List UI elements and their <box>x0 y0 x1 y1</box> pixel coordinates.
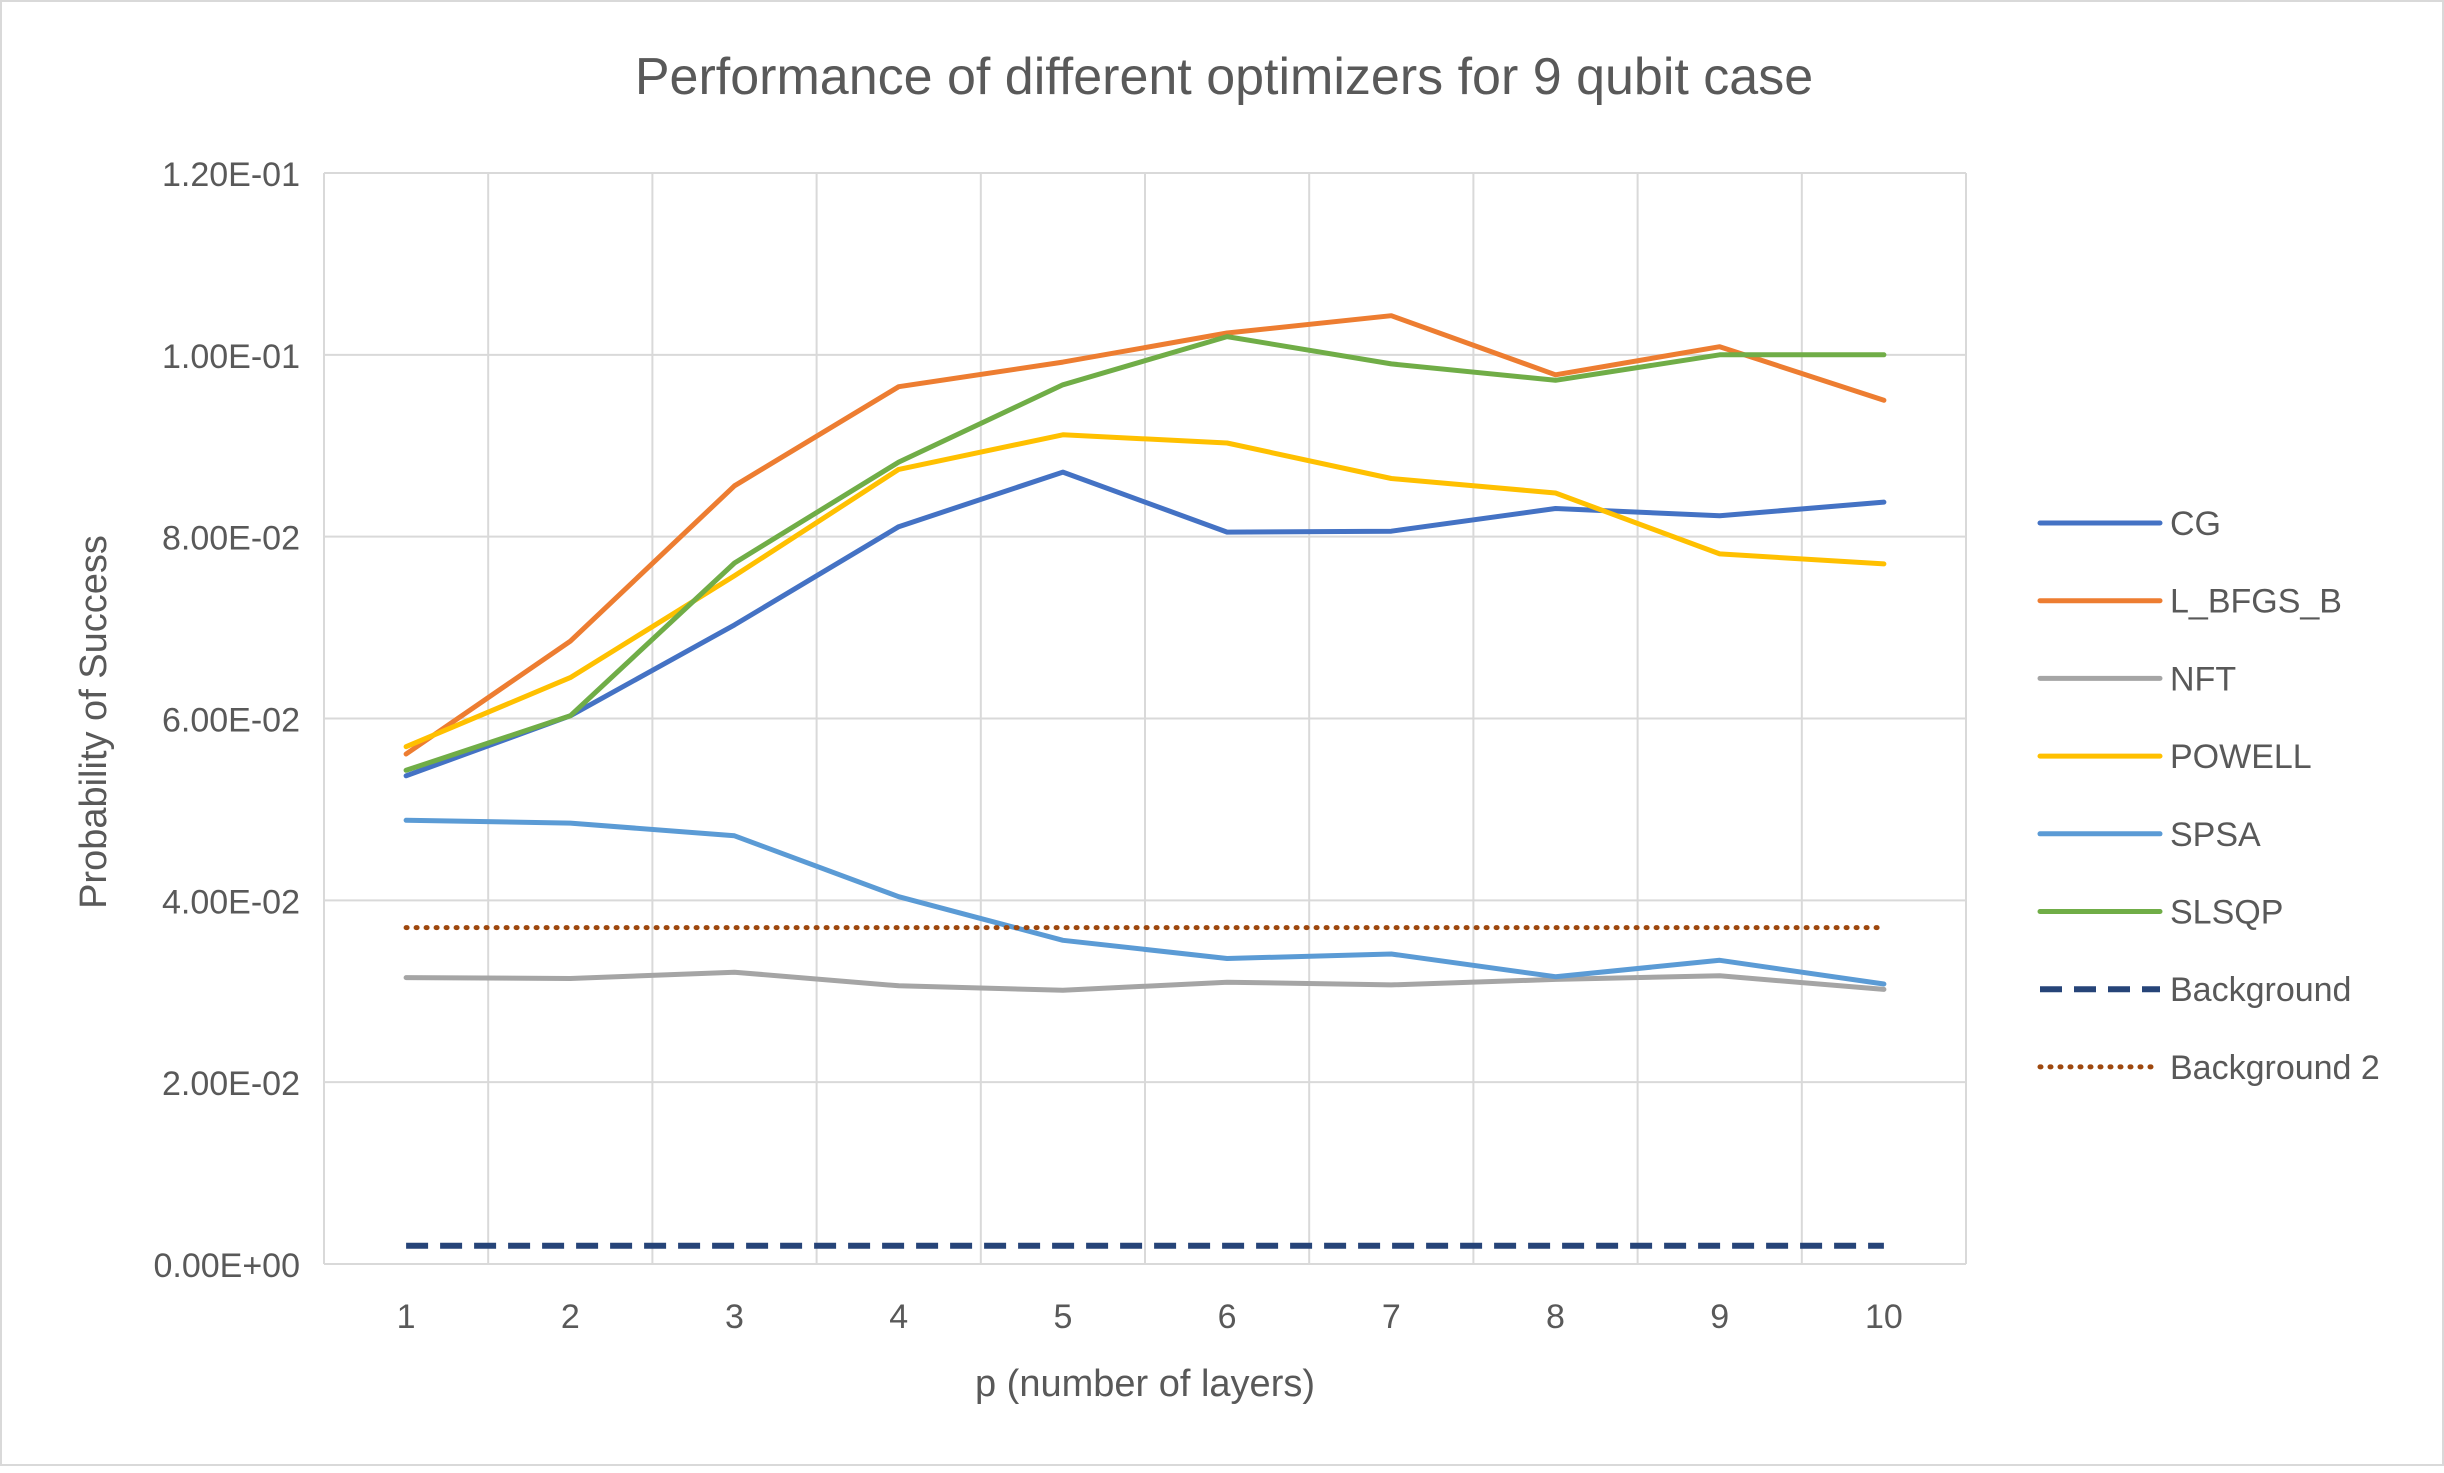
y-tick-label: 8.00E-02 <box>162 520 300 558</box>
y-tick-label: 1.20E-01 <box>162 156 300 194</box>
series-line-powell <box>403 432 1887 750</box>
legend-label: NFT <box>2170 660 2236 698</box>
x-tick-label: 6 <box>1218 1298 1237 1336</box>
series-lines <box>403 313 1887 1249</box>
series-line-slsqp <box>403 334 1887 773</box>
series-line-nft <box>403 969 1887 993</box>
x-tick-label: 9 <box>1710 1298 1729 1336</box>
series-line-cg <box>403 469 1887 779</box>
legend-label: SLSQP <box>2170 894 2283 932</box>
legend-label: POWELL <box>2170 738 2312 776</box>
axes: 0.00E+00 2.00E-02 4.00E-02 6.00E-02 8.00E-02… <box>153 156 1902 1336</box>
x-tick-label: 7 <box>1382 1298 1401 1336</box>
y-tick-label: 2.00E-02 <box>162 1065 300 1103</box>
series-line-l-bfgs-b <box>403 313 1887 757</box>
legend: CG L_BFGS_B NFT POWELL SPSA SLSQP Background Ba… <box>2037 505 2380 1087</box>
chart-title: Performance of different optimizers for … <box>635 48 1813 106</box>
legend-label: CG <box>2170 505 2221 543</box>
gridlines <box>323 172 1967 1265</box>
x-tick-label: 5 <box>1053 1298 1072 1336</box>
legend-label: Background <box>2170 971 2351 1009</box>
y-tick-label: 1.00E-01 <box>162 338 300 376</box>
x-tick-label: 2 <box>561 1298 580 1336</box>
y-tick-label: 4.00E-02 <box>162 883 300 921</box>
y-axis-title: Probability of Success <box>73 535 115 909</box>
x-tick-label: 10 <box>1865 1298 1903 1336</box>
legend-label: Background 2 <box>2170 1049 2380 1087</box>
x-tick-label: 3 <box>725 1298 744 1336</box>
y-tick-label: 6.00E-02 <box>162 702 300 740</box>
x-tick-label: 8 <box>1546 1298 1565 1336</box>
x-tick-label: 1 <box>397 1298 416 1336</box>
x-axis-title: p (number of layers) <box>975 1363 1315 1405</box>
legend-label: L_BFGS_B <box>2170 583 2342 621</box>
x-tick-label: 4 <box>889 1298 908 1336</box>
series-line-spsa <box>403 817 1887 987</box>
y-tick-label: 0.00E+00 <box>153 1247 300 1285</box>
legend-label: SPSA <box>2170 816 2261 854</box>
